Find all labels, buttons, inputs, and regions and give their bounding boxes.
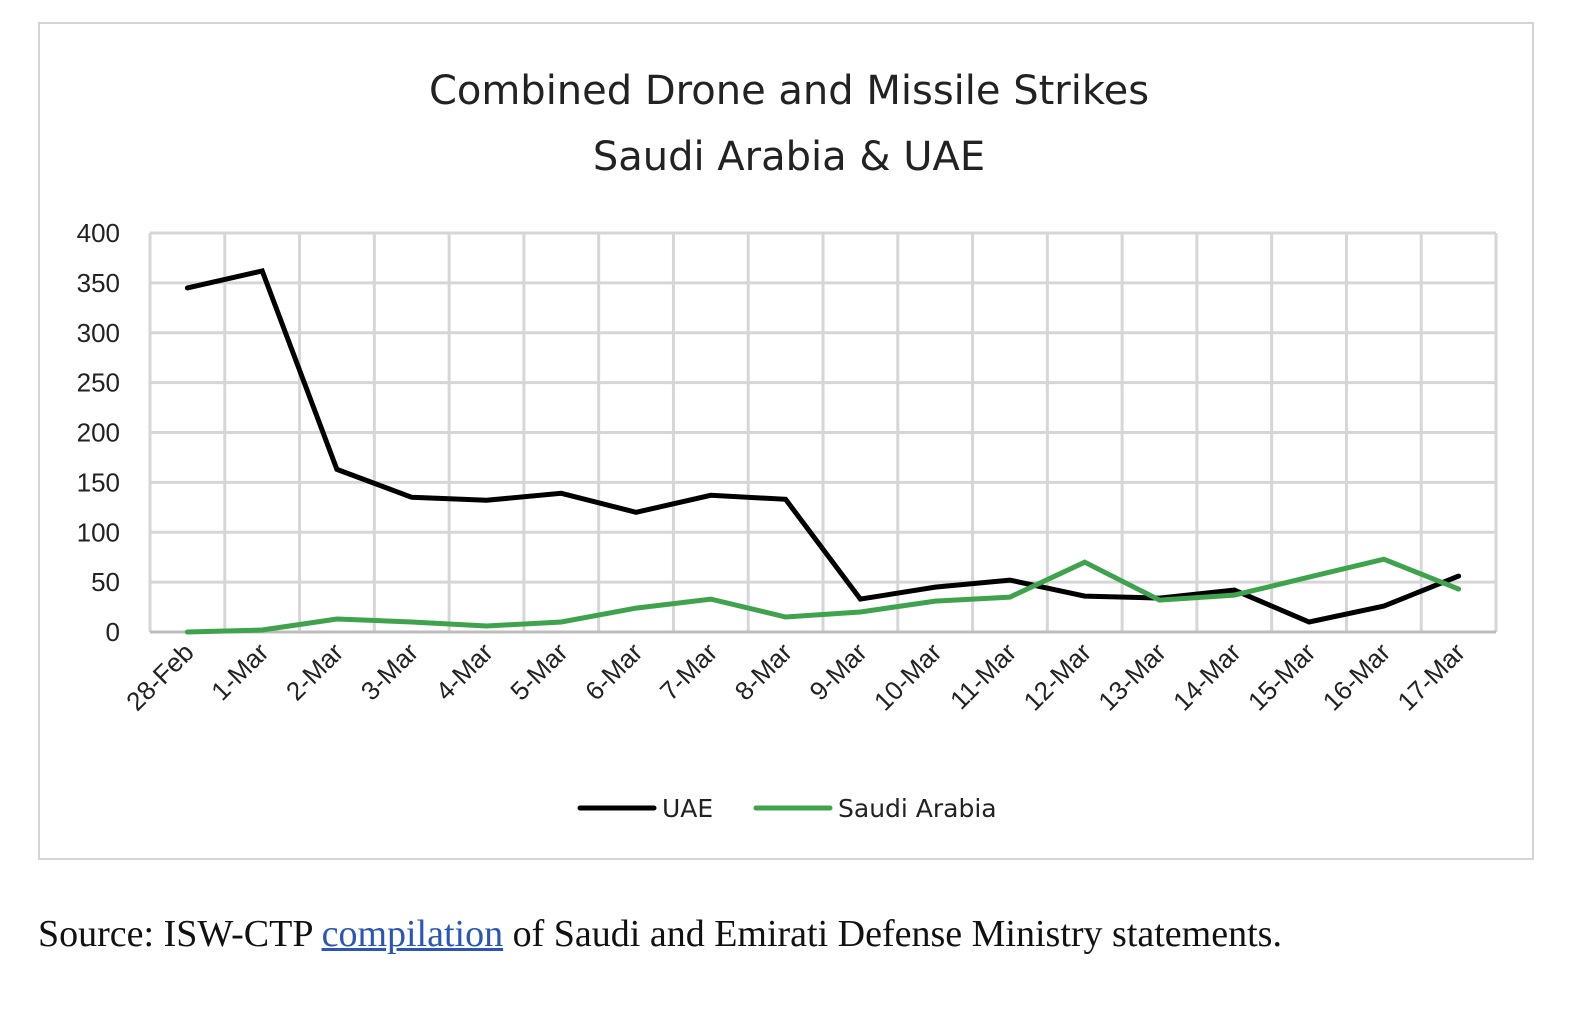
compilation-link[interactable]: compilation xyxy=(321,913,504,955)
x-tick-label: 28-Feb xyxy=(120,637,199,716)
x-tick-label: 3-Mar xyxy=(355,637,424,706)
legend-label: Saudi Arabia xyxy=(838,794,997,823)
x-tick-label: 11-Mar xyxy=(944,637,1022,715)
series-lines xyxy=(184,267,1462,635)
x-tick-label: 1-Mar xyxy=(205,637,274,706)
y-tick-label: 100 xyxy=(77,517,120,547)
source-suffix: of Saudi and Emirati Defense Ministry st… xyxy=(503,913,1282,955)
chart-frame: Combined Drone and Missile Strikes Saudi… xyxy=(38,22,1534,860)
x-tick-label: 6-Mar xyxy=(579,637,648,706)
legend: UAE Saudi Arabia xyxy=(577,794,997,823)
y-tick-label: 250 xyxy=(77,368,120,398)
chart-title: Combined Drone and Missile Strikes xyxy=(429,68,1149,114)
y-tick-label: 0 xyxy=(106,617,120,647)
y-tick-label: 150 xyxy=(77,467,120,497)
legend-label: UAE xyxy=(662,794,713,823)
y-tick-label: 200 xyxy=(77,418,120,448)
x-tick-label: 8-Mar xyxy=(729,637,798,706)
x-tick-label: 9-Mar xyxy=(803,637,872,706)
grid xyxy=(148,231,1498,634)
y-tick-label: 50 xyxy=(91,567,120,597)
x-tick-label: 12-Mar xyxy=(1018,637,1098,717)
x-tick-label: 7-Mar xyxy=(654,637,723,706)
x-tick-label: 15-Mar xyxy=(1242,637,1322,717)
x-tick-label: 10-Mar xyxy=(868,637,948,717)
y-tick-label: 300 xyxy=(77,318,120,348)
y-tick-label: 400 xyxy=(77,218,120,248)
x-tick-label: 4-Mar xyxy=(430,637,499,706)
series-line-saudi-arabia xyxy=(184,556,1462,635)
source-prefix: Source: ISW-CTP xyxy=(38,913,322,955)
chart-subtitle: Saudi Arabia & UAE xyxy=(593,134,985,180)
line-chart: Combined Drone and Missile Strikes Saudi… xyxy=(77,68,1498,823)
x-axis-ticks: 28-Feb 1-Mar 2-Mar 3-Mar 4-Mar 5-Mar 6-Mar 7-Ma… xyxy=(120,637,1471,717)
series-line-uae xyxy=(184,267,1462,625)
y-tick-label: 350 xyxy=(77,268,120,298)
x-tick-label: 17-Mar xyxy=(1391,637,1471,717)
y-axis-ticks: 0 50 100 150 200 250 300 350 400 xyxy=(77,218,120,647)
x-tick-label: 13-Mar xyxy=(1092,637,1172,717)
x-tick-label: 16-Mar xyxy=(1317,637,1397,717)
x-tick-label: 2-Mar xyxy=(280,637,349,706)
x-tick-label: 14-Mar xyxy=(1167,637,1247,717)
x-tick-label: 5-Mar xyxy=(504,637,573,706)
source-caption: Source: ISW-CTP compilation of Saudi and… xyxy=(38,912,1282,956)
